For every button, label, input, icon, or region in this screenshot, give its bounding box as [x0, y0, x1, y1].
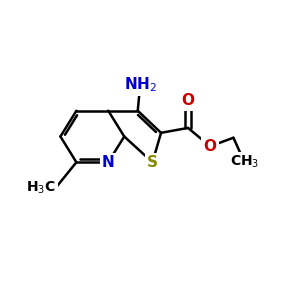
Text: H$_3$C: H$_3$C: [26, 180, 56, 196]
Text: NH$_2$: NH$_2$: [124, 76, 157, 94]
Text: O: O: [182, 93, 194, 108]
Text: CH$_3$: CH$_3$: [230, 154, 259, 170]
Text: N: N: [102, 155, 115, 170]
Text: S: S: [147, 155, 158, 170]
Text: O: O: [204, 139, 217, 154]
